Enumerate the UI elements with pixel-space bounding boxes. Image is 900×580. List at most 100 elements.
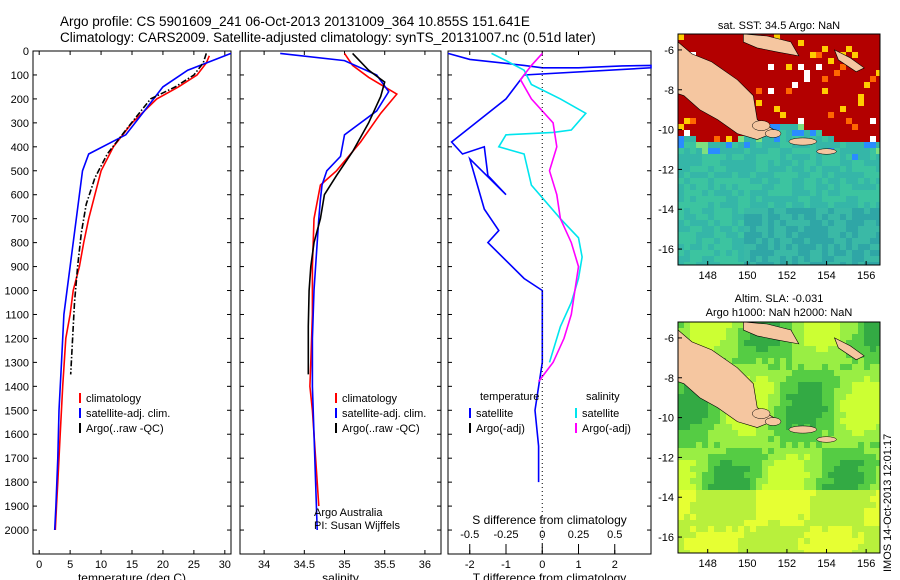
sst_map-cell xyxy=(828,184,834,190)
sla_map-cell xyxy=(870,544,876,550)
sst_map-cell xyxy=(822,208,828,214)
sla_map-cell xyxy=(750,550,756,553)
sla_map-cell xyxy=(762,448,768,454)
sst_map-cell xyxy=(768,262,774,265)
sst_map-cell xyxy=(768,232,774,238)
sst_map-cell xyxy=(834,202,840,208)
sst_map-cell xyxy=(828,196,834,202)
sla_map-cell xyxy=(852,370,858,376)
sla_map-cell xyxy=(786,364,792,370)
sla_map-cell xyxy=(876,370,880,376)
sst_map-cell xyxy=(816,136,822,142)
sst_map-cell xyxy=(792,238,798,244)
sla_map-cell xyxy=(762,340,768,346)
sst_map-cell xyxy=(828,208,834,214)
difference-legend-label: satellite xyxy=(476,408,513,420)
sla_map-cell xyxy=(774,496,780,502)
sla_map-cell xyxy=(798,484,804,490)
sla_map-cell xyxy=(684,460,690,466)
sla_map-cell xyxy=(804,328,810,334)
sst_map-cell xyxy=(696,262,702,265)
sla_map-cell xyxy=(720,526,726,532)
sst_map-cell xyxy=(870,244,876,250)
sst_map-cell xyxy=(792,214,798,220)
sla_map-cell xyxy=(720,322,726,328)
sst_map-cell xyxy=(798,124,804,130)
sla_map-cell xyxy=(810,394,816,400)
sla_map-cell xyxy=(798,448,804,454)
sst_map-cell xyxy=(798,220,804,226)
sst_map-cell xyxy=(696,40,702,46)
sla_map-cell xyxy=(822,406,828,412)
sst_map-cell xyxy=(834,178,840,184)
sst_map-cell xyxy=(720,58,726,64)
sla_map-cell xyxy=(840,526,846,532)
sla_map-cell xyxy=(696,334,702,340)
sst_map-cell xyxy=(678,256,684,262)
sla_map-cell xyxy=(846,532,852,538)
sst_map-cell xyxy=(834,94,840,100)
sst_map-cell xyxy=(846,124,852,130)
sst_map-cell xyxy=(732,142,738,148)
sla_map-cell xyxy=(678,328,684,334)
sst_map-cell xyxy=(792,94,798,100)
sst_map-cell xyxy=(858,202,864,208)
sst_map-cell xyxy=(822,58,828,64)
sst_map-ytick-label: -6 xyxy=(664,45,674,57)
sst_map-cell xyxy=(810,148,816,154)
sst_map-cell xyxy=(690,34,696,40)
sst_map-cell xyxy=(684,262,690,265)
sst_map-cell xyxy=(834,196,840,202)
sst_map-cell xyxy=(720,238,726,244)
salinity-annotation: PI: Susan Wijffels xyxy=(314,520,400,532)
sla_map-cell xyxy=(744,460,750,466)
sst_map-cell xyxy=(876,214,880,220)
sst_map-cell xyxy=(714,46,720,52)
sla_map-cell xyxy=(714,514,720,520)
sla_map-cell xyxy=(846,436,852,442)
sst_map-cell xyxy=(798,118,804,124)
sst_map-cell xyxy=(744,220,750,226)
sla_map-cell xyxy=(846,454,852,460)
sst_map-cell xyxy=(798,154,804,160)
sla_map-cell xyxy=(828,550,834,553)
sst_map-cell xyxy=(726,208,732,214)
sst_map-cell xyxy=(858,262,864,265)
sla_map-cell xyxy=(858,340,864,346)
sla_map-cell xyxy=(768,454,774,460)
sla_map-cell xyxy=(732,322,738,328)
sst_map-cell xyxy=(702,220,708,226)
sst_map-cell xyxy=(690,214,696,220)
sst_map-cell xyxy=(852,76,858,82)
sla_map-cell xyxy=(708,484,714,490)
sla_map-cell xyxy=(708,550,714,553)
sla_map-cell xyxy=(828,484,834,490)
salinity-xtick-label: 35 xyxy=(338,559,350,571)
sla_map-cell xyxy=(714,406,720,412)
sst_map-land-island xyxy=(816,148,837,155)
sst_map-cell xyxy=(852,70,858,76)
sst_map-land-island xyxy=(788,137,817,146)
sst_map-cell xyxy=(708,160,714,166)
sla_map-cell xyxy=(870,358,876,364)
sla_map-cell xyxy=(786,550,792,553)
sla_map-cell xyxy=(720,508,726,514)
sst_map-cell xyxy=(726,70,732,76)
sla_map-land-island xyxy=(816,436,837,443)
depth-tick-label: 1300 xyxy=(5,357,29,369)
salinity-legend-label: climatology xyxy=(342,393,398,405)
sla_map-cell xyxy=(798,526,804,532)
sla_map-cell xyxy=(678,406,684,412)
sst_map-cell xyxy=(858,40,864,46)
sla_map-xtick-label: 156 xyxy=(857,558,875,570)
sla_map-cell xyxy=(774,472,780,478)
sla_map-cell xyxy=(744,340,750,346)
sst_map-cell xyxy=(798,70,804,76)
sla_map-cell xyxy=(768,466,774,472)
sla_map-cell xyxy=(732,436,738,442)
sst_map-cell xyxy=(696,244,702,250)
sla_map-cell xyxy=(852,436,858,442)
sst_map-cell xyxy=(678,142,684,148)
sst_map-cell xyxy=(690,160,696,166)
sst_map-cell xyxy=(684,130,690,136)
